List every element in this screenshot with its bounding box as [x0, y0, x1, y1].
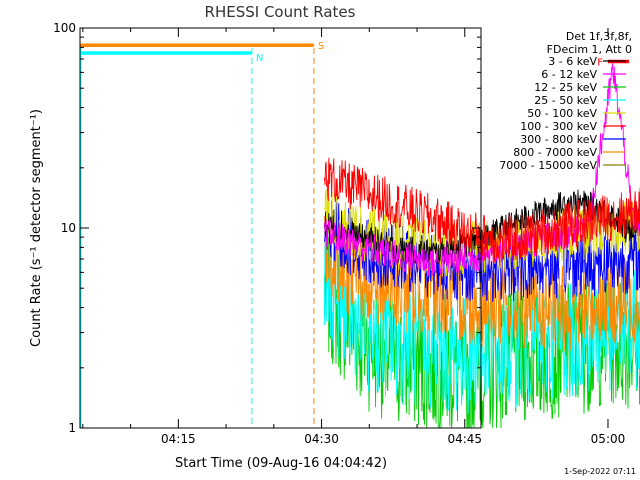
legend-header-line-2: FDecim 1, Att 0	[547, 43, 632, 56]
legend-label: 300 - 800 keV	[520, 133, 597, 146]
legend: Det 1f,3f,8f, FDecim 1, Att 0 3 - 6 keV6…	[499, 30, 632, 172]
flag-label-s: S	[318, 41, 324, 52]
trace-800-7000kev	[323, 215, 640, 352]
trace-50-100kev	[323, 189, 640, 277]
legend-label: 7000 - 15000 keV	[499, 159, 597, 172]
markers-layer: S N F	[80, 41, 629, 428]
legend-label: 6 - 12 keV	[541, 68, 597, 81]
legend-header-line-1: Det 1f,3f,8f,	[566, 30, 632, 43]
trace-300-800kev	[323, 200, 640, 303]
y-axis-label: Count Rate (s⁻¹ detector segment⁻¹)	[29, 109, 44, 347]
traces-layer	[323, 62, 640, 429]
y-tick-label: 10	[61, 221, 76, 235]
legend-label: 3 - 6 keV	[548, 55, 597, 68]
legend-label: 12 - 25 keV	[534, 81, 597, 94]
trace-12-25kev	[323, 224, 640, 429]
trace-25-50kev	[323, 223, 640, 415]
legend-label: 100 - 300 keV	[520, 120, 597, 133]
legend-label: 800 - 7000 keV	[513, 146, 597, 159]
x-tick-label: 04:30	[304, 432, 339, 446]
x-tick-label: 04:15	[161, 432, 196, 446]
legend-label: 50 - 100 keV	[527, 107, 597, 120]
legend-label: 25 - 50 keV	[534, 94, 597, 107]
y-tick-label: 1	[68, 421, 76, 435]
x-axis-label: Start Time (09-Aug-16 04:04:42)	[175, 456, 387, 471]
chart-title: RHESSI Count Rates	[205, 3, 356, 21]
y-tick-label: 100	[53, 21, 76, 35]
trace-3-6kev	[323, 189, 640, 265]
trace-6-12kev	[323, 62, 640, 276]
footer-date: 1-Sep-2022 07:11	[564, 467, 636, 476]
plot-frame	[79, 27, 482, 429]
flag-label-f: F	[597, 57, 603, 68]
x-tick-label: 04:45	[447, 432, 482, 446]
trace-100-300kev	[323, 157, 640, 263]
x-tick-label: 05:00	[591, 432, 626, 446]
flag-label-n: N	[256, 53, 263, 64]
